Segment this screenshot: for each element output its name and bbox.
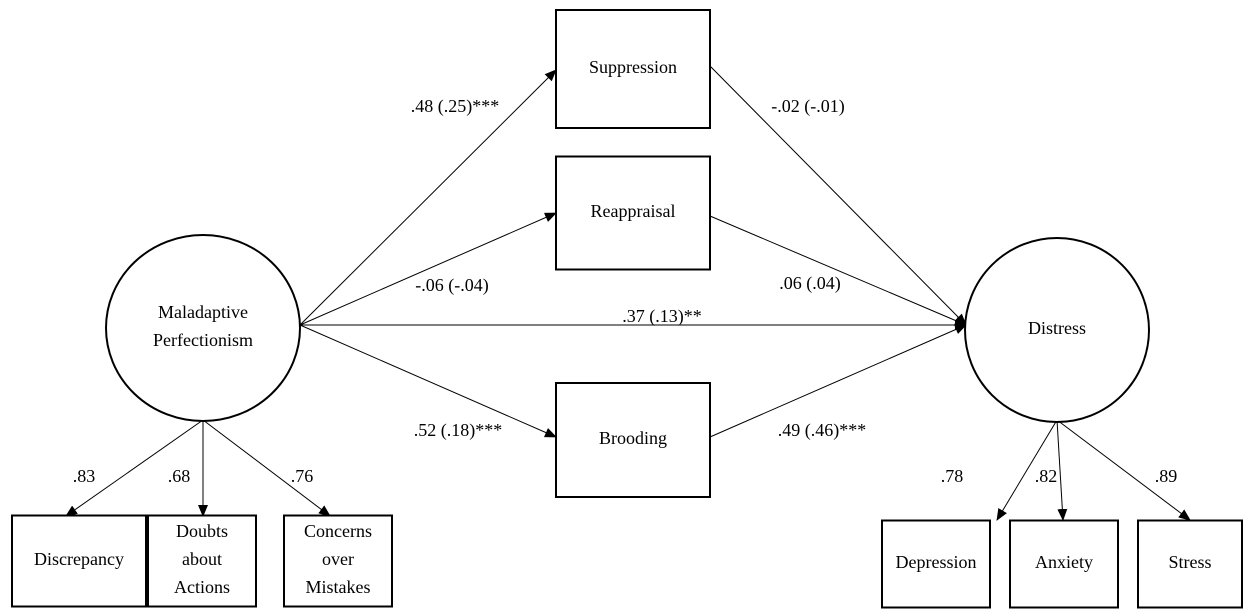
observed-variable [881, 519, 991, 609]
path-coefficient: .48 (.25)*** [411, 96, 500, 117]
path-arrow [996, 419, 1058, 521]
node-label: Anxiety [1035, 552, 1093, 572]
observed-variable [147, 514, 257, 608]
path-coefficient: .37 (.13)** [622, 306, 702, 327]
observed-variable [555, 9, 711, 129]
path-coefficient: .82 [1035, 466, 1058, 486]
node-label: Distress [1028, 318, 1086, 338]
node-label: Discrepancy [34, 549, 124, 569]
path-arrow [299, 212, 557, 326]
path-arrow [709, 65, 967, 326]
path-arrow [299, 69, 557, 326]
node-label: Stress [1168, 552, 1211, 572]
path-coefficient: .06 (.04) [779, 273, 841, 294]
path-arrow [709, 324, 967, 438]
observed-variable [283, 514, 393, 608]
node-label: Depression [896, 552, 977, 572]
path-coefficient: .52 (.18)*** [414, 420, 503, 441]
path-arrow [202, 419, 331, 517]
observed-variable [555, 155, 711, 271]
path-coefficient: .68 [168, 466, 191, 486]
node-label: Perfectionism [153, 330, 253, 350]
observed-variable [11, 514, 147, 608]
latent-variable [105, 234, 301, 422]
node-label: Actions [174, 577, 230, 597]
node-label: Concerns [304, 521, 372, 541]
path-arrow [1056, 419, 1068, 521]
path-coefficient: .83 [73, 466, 96, 486]
path-arrow [709, 215, 967, 326]
node-label: Brooding [599, 428, 667, 448]
node-label: Suppression [589, 57, 677, 77]
path-coefficient: .89 [1155, 466, 1178, 486]
path-arrow [65, 419, 204, 517]
latent-variable [964, 237, 1150, 423]
node-label: Reappraisal [591, 201, 676, 221]
node-label: about [182, 549, 222, 569]
observed-variable [555, 382, 711, 498]
observed-variable [1009, 519, 1119, 609]
path-coefficient: -.06 (-.04) [415, 275, 488, 296]
node-label: Mistakes [306, 577, 371, 597]
node-label: over [322, 549, 354, 569]
path-coefficient: .76 [291, 466, 314, 486]
path-arrow [299, 324, 557, 438]
path-coefficient: .49 (.46)*** [778, 420, 867, 441]
node-label: Doubts [176, 521, 228, 541]
observed-variable [1137, 519, 1243, 609]
node-label: Maladaptive [158, 302, 248, 322]
path-coefficient: .78 [941, 466, 964, 486]
path-arrow [1056, 419, 1191, 521]
path-coefficient: -.02 (-.01) [771, 96, 844, 117]
